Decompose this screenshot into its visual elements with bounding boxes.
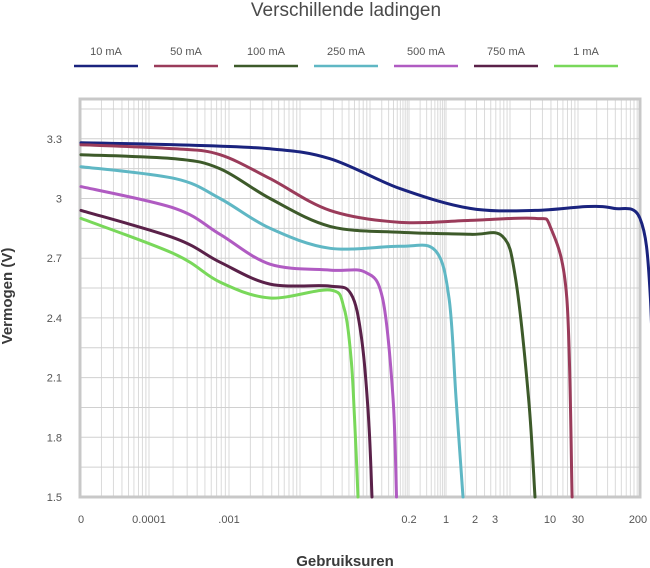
y-tick-label: 2.1 xyxy=(47,373,62,385)
series-line-750-ma xyxy=(79,208,374,499)
series-line-100-ma xyxy=(79,153,537,499)
legend-label: 500 mA xyxy=(407,46,446,58)
x-tick-label: 0 xyxy=(78,514,84,526)
y-axis: 1.5 1.8 2.1 2.4 2.7 3 3.3 xyxy=(47,134,62,504)
x-tick-label: 3 xyxy=(492,514,498,526)
x-axis: 0 0.0001 .001 0.2 1 2 3 10 30 200 xyxy=(78,514,647,526)
legend-label: 1 mA xyxy=(573,46,599,58)
legend-label: 250 mA xyxy=(327,46,366,58)
series-line-500-ma xyxy=(79,185,398,499)
x-tick-label: 200 xyxy=(629,514,647,526)
chart-grid xyxy=(80,99,640,498)
x-axis-title: Gebruiksuren xyxy=(296,553,394,568)
x-tick-label: .001 xyxy=(218,514,239,526)
plot-frame xyxy=(78,97,642,499)
data-lines xyxy=(79,141,650,499)
legend-label: 10 mA xyxy=(90,46,122,58)
x-tick-label: 0.0001 xyxy=(132,514,166,526)
series-line-10-ma xyxy=(79,141,650,324)
series-line-250-ma xyxy=(79,165,465,499)
series-line-50-ma xyxy=(79,143,574,499)
y-tick-label: 3 xyxy=(56,194,62,206)
chart-title: Verschillende ladingen xyxy=(251,0,441,21)
y-tick-label: 1.5 xyxy=(47,492,62,504)
legend: 10 mA 50 mA 100 mA 250 mA 500 mA 750 mA 1 mA xyxy=(74,46,618,68)
legend-label: 100 mA xyxy=(247,46,286,58)
legend-label: 50 mA xyxy=(170,46,202,58)
x-tick-label: 30 xyxy=(572,514,584,526)
x-tick-label: 2 xyxy=(472,514,478,526)
y-tick-label: 2.7 xyxy=(47,253,62,265)
legend-label: 750 mA xyxy=(487,46,526,58)
x-tick-label: 10 xyxy=(544,514,556,526)
series-line-1-ma xyxy=(79,216,360,499)
y-axis-title: Vermogen (V) xyxy=(0,248,16,345)
y-tick-label: 2.4 xyxy=(47,313,62,325)
y-tick-label: 3.3 xyxy=(47,134,62,146)
y-tick-label: 1.8 xyxy=(47,432,62,444)
x-tick-label: 1 xyxy=(443,514,449,526)
x-tick-label: 0.2 xyxy=(401,514,416,526)
